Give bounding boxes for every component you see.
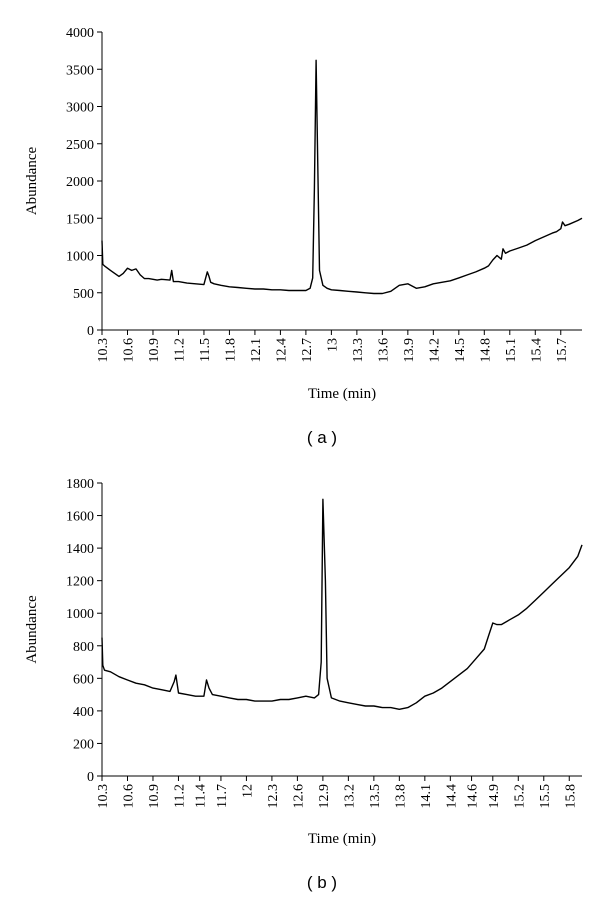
x-tick-label: 15.5 [538,784,553,809]
x-tick-label: 13.8 [393,784,408,809]
x-tick-label: 12.4 [274,338,289,363]
x-tick-label: 12.3 [266,784,281,809]
y-tick-label: 200 [73,737,94,752]
x-tick-label: 13.6 [376,338,391,363]
panel-label: ( b ) [307,873,337,892]
y-tick-label: 3500 [66,63,94,78]
y-tick-label: 1200 [66,575,94,590]
x-tick-label: 11.7 [215,784,230,808]
y-tick-label: 1600 [66,510,94,525]
x-tick-label: 14.4 [444,784,459,809]
x-tick-label: 10.3 [96,784,111,809]
x-tick-label: 15.7 [555,338,570,363]
y-tick-label: 500 [73,287,94,302]
y-tick-label: 1000 [66,607,94,622]
y-tick-label: 2000 [66,175,94,190]
panel-label: ( a ) [307,428,337,447]
x-axis-title: Time (min) [308,831,376,847]
y-axis-title: Abundance [24,595,40,664]
x-tick-label: 12.1 [249,338,264,363]
y-tick-label: 1500 [66,212,94,227]
y-tick-label: 0 [87,770,94,785]
y-tick-label: 2500 [66,138,94,153]
x-tick-label: 15.1 [504,338,519,363]
x-tick-label: 13.9 [402,338,417,363]
x-tick-label: 14.1 [419,784,434,809]
x-tick-label: 15.4 [529,338,544,363]
y-tick-label: 1400 [66,542,94,557]
x-tick-label: 14.6 [466,784,481,809]
y-tick-label: 4000 [66,26,94,41]
x-tick-label: 10.6 [121,784,136,809]
y-tick-label: 400 [73,705,94,720]
x-tick-label: 11.2 [172,784,187,808]
x-tick-label: 11.2 [172,338,187,362]
x-tick-label: 13.2 [342,784,357,809]
x-tick-label: 10.9 [147,338,162,363]
x-tick-label: 10.3 [96,338,111,363]
x-tick-label: 14.8 [478,338,493,363]
x-tick-label: 12.9 [317,784,332,809]
y-tick-label: 1800 [66,477,94,492]
y-axis-title: Abundance [24,147,40,216]
x-tick-label: 11.4 [194,784,209,808]
x-tick-label: 15.8 [563,784,578,809]
x-tick-label: 12 [240,784,255,798]
x-tick-label: 14.9 [487,784,502,809]
x-axis-title: Time (min) [308,386,376,402]
y-tick-label: 800 [73,640,94,655]
x-tick-label: 13.3 [351,338,366,363]
y-tick-label: 1000 [66,250,94,265]
x-tick-label: 10.9 [147,784,162,809]
y-tick-label: 600 [73,672,94,687]
x-tick-label: 12.7 [300,338,315,363]
y-tick-label: 3000 [66,101,94,116]
series-line [101,59,583,295]
x-tick-label: 14.2 [427,338,442,363]
x-tick-label: 10.6 [121,338,136,363]
x-tick-label: 11.5 [198,338,213,362]
x-tick-label: 13 [325,338,340,352]
y-tick-label: 0 [87,324,94,339]
x-tick-label: 15.2 [512,784,527,809]
x-tick-label: 14.5 [453,338,468,363]
x-tick-label: 11.8 [223,338,238,362]
x-tick-label: 12.6 [291,784,306,809]
series-line [101,498,583,710]
x-tick-label: 13.5 [368,784,383,809]
